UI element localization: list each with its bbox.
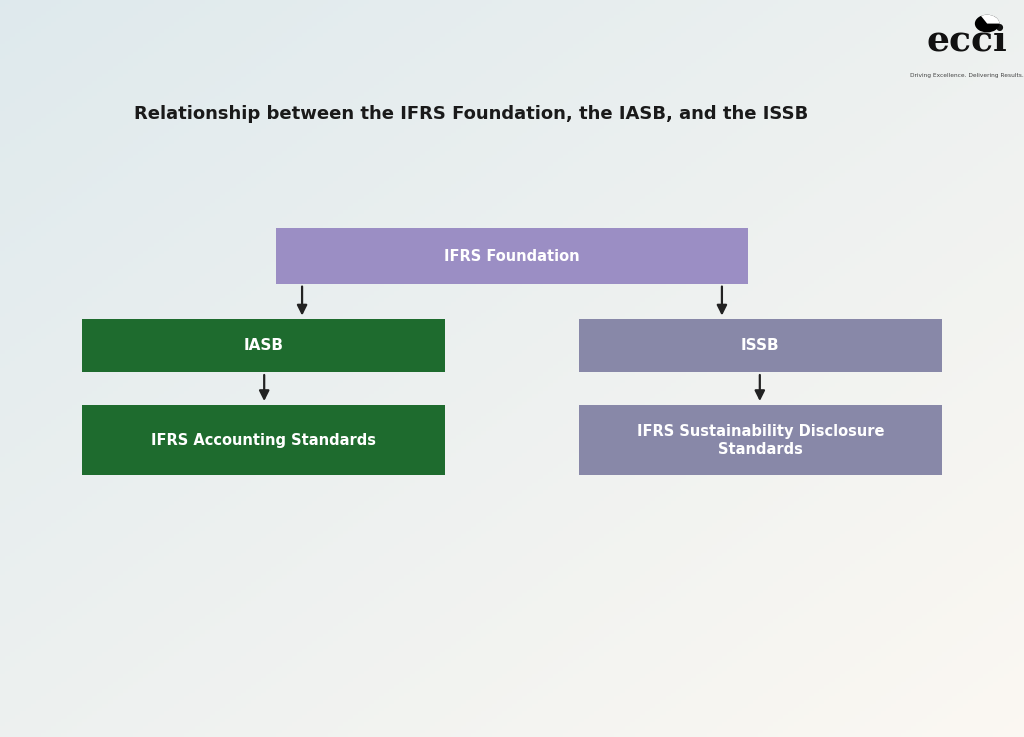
FancyBboxPatch shape: [579, 405, 942, 475]
Text: ISSB: ISSB: [741, 338, 779, 353]
Text: IASB: IASB: [244, 338, 284, 353]
Wedge shape: [981, 15, 999, 24]
FancyBboxPatch shape: [276, 228, 748, 284]
Text: Relationship between the IFRS Foundation, the IASB, and the ISSB: Relationship between the IFRS Foundation…: [134, 105, 808, 123]
FancyBboxPatch shape: [579, 319, 942, 372]
Text: IFRS Accounting Standards: IFRS Accounting Standards: [152, 433, 376, 448]
FancyBboxPatch shape: [82, 405, 445, 475]
Circle shape: [975, 15, 999, 32]
FancyBboxPatch shape: [82, 319, 445, 372]
Text: IFRS Sustainability Disclosure
Standards: IFRS Sustainability Disclosure Standards: [637, 425, 884, 456]
Text: IFRS Foundation: IFRS Foundation: [444, 248, 580, 264]
Text: Driving Excellence. Delivering Results.: Driving Excellence. Delivering Results.: [909, 74, 1024, 78]
Text: ecci: ecci: [927, 24, 1007, 57]
